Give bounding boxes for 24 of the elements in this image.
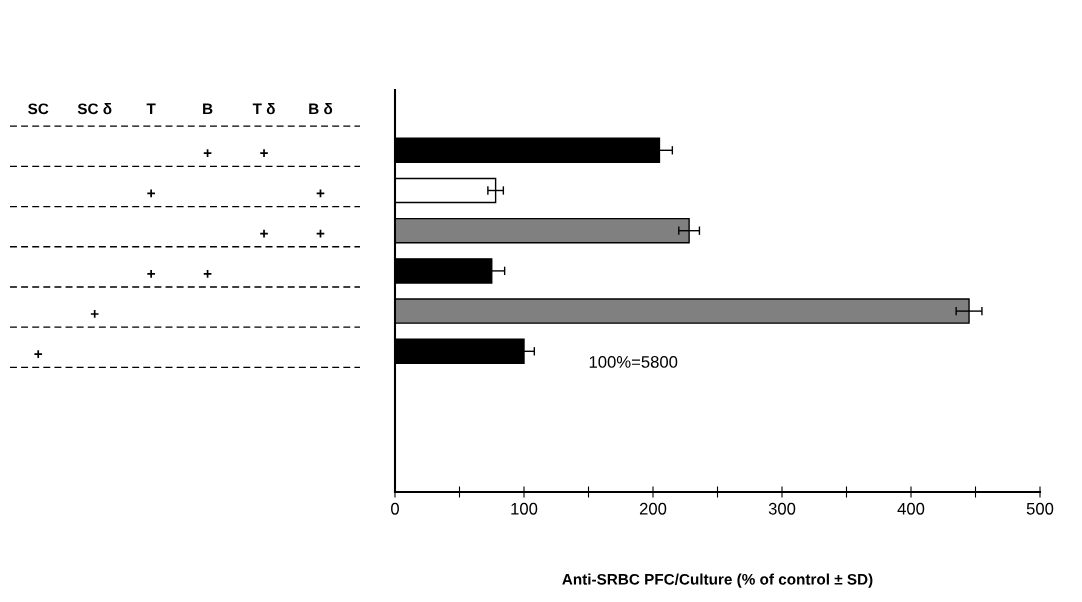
text: +: [203, 149, 212, 158]
category-label: T: [146, 103, 156, 115]
category-label: SC δ: [77, 102, 112, 115]
category-label: B: [203, 103, 213, 115]
text: +: [34, 350, 43, 359]
x-tick-label: 0: [391, 502, 399, 515]
text: +: [316, 189, 325, 198]
category-label: B δ: [309, 102, 333, 115]
text: +: [147, 269, 155, 278]
x-axis-title: Anti-SRBC PFC/Culture (% of control ± SD): [562, 573, 873, 588]
x-tick-label: 200: [639, 502, 667, 515]
x-tick-label: 300: [768, 502, 796, 515]
text: +: [260, 149, 268, 158]
category-label: T δ: [252, 102, 275, 115]
text: +: [147, 189, 155, 198]
text: +: [260, 229, 268, 238]
category-label: SC: [28, 103, 49, 115]
annotation: 100%=5800: [589, 356, 678, 368]
x-tick-label: 500: [1026, 502, 1054, 515]
text: +: [316, 229, 325, 238]
x-tick-label: 100: [511, 502, 538, 515]
text: +: [90, 310, 99, 318]
x-tick-label: 400: [897, 502, 925, 515]
text: +: [203, 269, 212, 278]
